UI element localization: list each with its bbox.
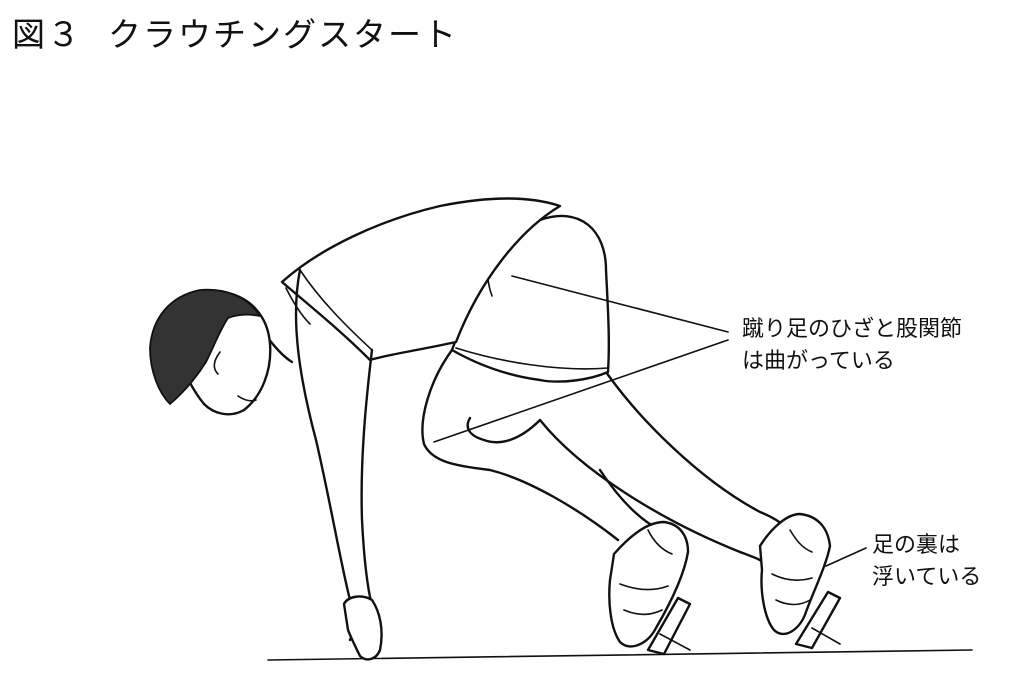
annotation-sole: 足の裏は 浮いている [872,530,981,594]
figure-title: 図３ クラウチングスタート [12,8,458,56]
figure-caption: クラウチングスタート [108,15,458,54]
rear-shoe [758,512,832,636]
leader-line-knee [433,339,729,443]
front-shoe [608,520,690,648]
annotation-hip-knee-line2: は曲がっている [742,349,895,374]
figure-number: 図３ [12,15,82,54]
ear-icon [213,351,221,375]
hair [149,288,261,405]
starting-block-front [646,596,692,656]
annotation-hip-knee-line1: 蹴り足のひざと股関節 [742,317,963,342]
support-arm [294,268,383,661]
starting-block-rear [794,590,842,650]
head [149,288,272,416]
leader-line-sole [825,547,867,567]
annotation-sole-line2: 浮いている [872,565,982,590]
torso [280,197,562,362]
ground-line [267,649,973,661]
annotation-hip-knee: 蹴り足のひざと股関節 は曲がっている [742,314,962,378]
annotation-sole-line1: 足の裏は [872,533,961,558]
leader-line-hip [511,275,729,333]
